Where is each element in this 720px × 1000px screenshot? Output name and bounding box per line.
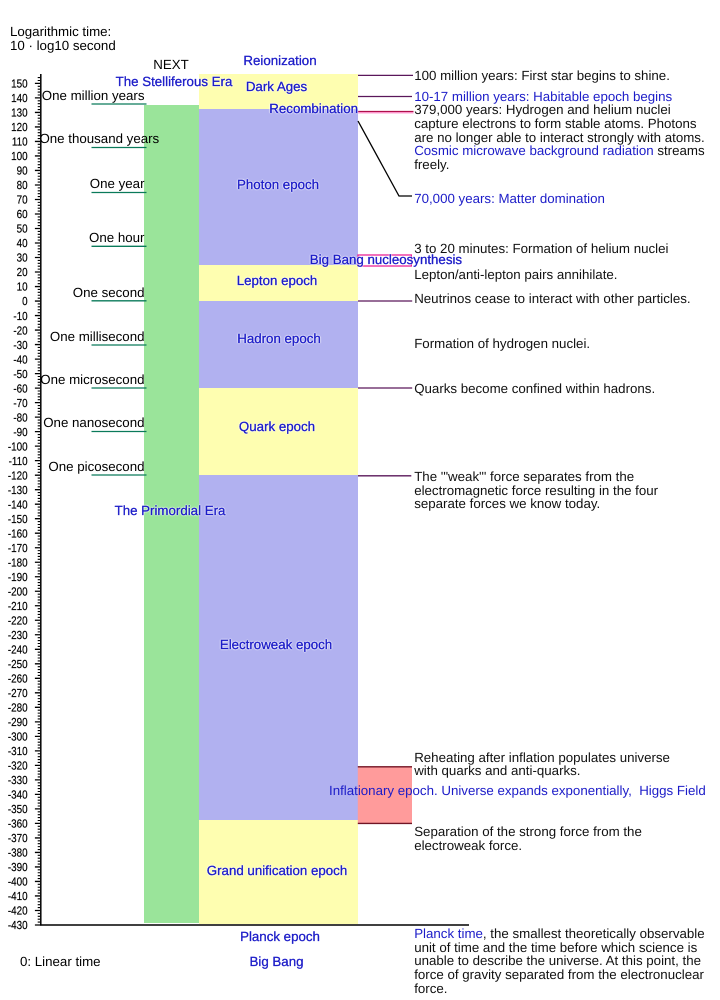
svg-text:-380: -380 bbox=[8, 847, 28, 860]
svg-text:-350: -350 bbox=[8, 803, 28, 816]
svg-text:-20: -20 bbox=[13, 324, 27, 337]
svg-text:150: 150 bbox=[11, 78, 27, 91]
svg-text:-30: -30 bbox=[13, 339, 27, 352]
svg-text:-370: -370 bbox=[8, 832, 28, 845]
svg-text:50: 50 bbox=[17, 223, 28, 236]
svg-text:-150: -150 bbox=[8, 513, 28, 526]
svg-text:-80: -80 bbox=[13, 411, 27, 424]
svg-text:-220: -220 bbox=[8, 615, 28, 628]
svg-text:-280: -280 bbox=[8, 702, 28, 715]
svg-text:-330: -330 bbox=[8, 774, 28, 787]
svg-text:-180: -180 bbox=[8, 556, 28, 569]
svg-text:-120: -120 bbox=[8, 469, 28, 482]
svg-text:10: 10 bbox=[17, 281, 28, 294]
svg-text:-230: -230 bbox=[8, 629, 28, 642]
svg-text:-200: -200 bbox=[8, 586, 28, 599]
svg-text:-290: -290 bbox=[8, 716, 28, 729]
svg-text:130: 130 bbox=[11, 107, 27, 120]
svg-text:-360: -360 bbox=[8, 818, 28, 831]
svg-text:-430: -430 bbox=[8, 919, 28, 932]
svg-text:-310: -310 bbox=[8, 745, 28, 758]
svg-text:-210: -210 bbox=[8, 600, 28, 613]
svg-text:-140: -140 bbox=[8, 498, 28, 511]
svg-text:90: 90 bbox=[17, 165, 28, 178]
svg-text:60: 60 bbox=[17, 208, 28, 221]
svg-text:-410: -410 bbox=[8, 890, 28, 903]
svg-text:-260: -260 bbox=[8, 673, 28, 686]
svg-text:-340: -340 bbox=[8, 789, 28, 802]
svg-text:100: 100 bbox=[11, 150, 27, 163]
svg-text:-250: -250 bbox=[8, 658, 28, 671]
svg-text:-390: -390 bbox=[8, 861, 28, 874]
svg-text:-60: -60 bbox=[13, 382, 27, 395]
svg-text:-160: -160 bbox=[8, 527, 28, 540]
svg-text:-10: -10 bbox=[13, 310, 27, 323]
svg-text:30: 30 bbox=[17, 252, 28, 265]
svg-text:-240: -240 bbox=[8, 644, 28, 657]
svg-text:-400: -400 bbox=[8, 876, 28, 889]
svg-text:110: 110 bbox=[12, 136, 28, 149]
svg-text:-100: -100 bbox=[8, 440, 28, 453]
svg-text:-40: -40 bbox=[13, 353, 27, 366]
svg-text:-50: -50 bbox=[13, 368, 27, 381]
svg-text:-270: -270 bbox=[8, 687, 28, 700]
svg-text:-420: -420 bbox=[8, 905, 28, 918]
svg-text:-70: -70 bbox=[13, 397, 27, 410]
svg-text:120: 120 bbox=[11, 121, 27, 134]
svg-text:-320: -320 bbox=[8, 760, 28, 773]
svg-text:-90: -90 bbox=[13, 426, 27, 439]
svg-text:40: 40 bbox=[17, 237, 28, 250]
svg-text:70: 70 bbox=[17, 194, 28, 207]
svg-text:-190: -190 bbox=[8, 571, 28, 584]
svg-text:-130: -130 bbox=[8, 484, 28, 497]
svg-text:140: 140 bbox=[11, 92, 27, 105]
svg-text:-300: -300 bbox=[8, 731, 28, 744]
svg-text:-170: -170 bbox=[8, 542, 28, 555]
svg-text:0: 0 bbox=[22, 295, 27, 308]
svg-text:-110: -110 bbox=[9, 455, 28, 468]
svg-text:80: 80 bbox=[17, 179, 28, 192]
svg-text:20: 20 bbox=[17, 266, 28, 279]
